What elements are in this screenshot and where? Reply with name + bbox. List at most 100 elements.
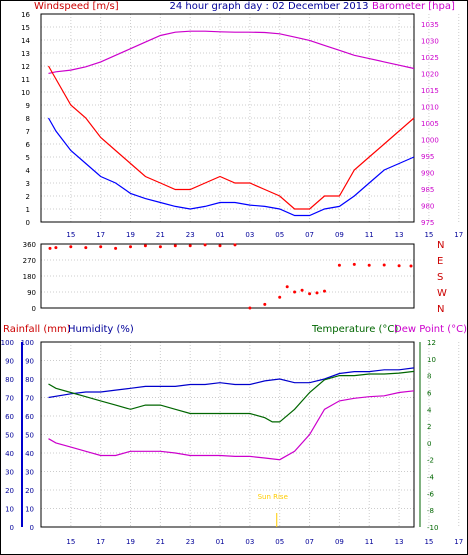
direction-point bbox=[188, 244, 192, 248]
time-tick-label: 13 bbox=[395, 231, 404, 239]
windspeed-tick-label: 14 bbox=[21, 37, 30, 45]
humidity-tick-label: 70 bbox=[25, 395, 34, 403]
time-tick-label: 07 bbox=[305, 231, 314, 239]
rain-tick-label: 70 bbox=[5, 395, 14, 403]
series-line-windspeed bbox=[47, 117, 415, 217]
temperature-tick-label: 6 bbox=[427, 389, 432, 397]
windspeed-tick-label: 15 bbox=[21, 24, 30, 32]
windspeed-tick-label: 1 bbox=[26, 206, 30, 214]
time-tick-label: 03 bbox=[245, 538, 254, 546]
barometer-tick-label: 995 bbox=[421, 153, 434, 161]
windspeed-tick-label: 16 bbox=[21, 11, 30, 19]
windspeed-tick-label: 13 bbox=[21, 50, 30, 58]
rain-tick-label: 90 bbox=[5, 358, 14, 366]
windspeed-tick-label: 8 bbox=[26, 115, 30, 123]
compass-label: N bbox=[437, 240, 444, 251]
rainfall-label: Rainfall (mm) bbox=[3, 324, 71, 335]
wind-barometer-panel: 0123456789101112131415169759809859909951… bbox=[21, 11, 463, 239]
time-tick-label: 01 bbox=[216, 538, 225, 546]
time-tick-label: 13 bbox=[395, 538, 404, 546]
barometer-tick-label: 1020 bbox=[421, 70, 439, 78]
temperature-tick-label: -4 bbox=[427, 474, 435, 482]
humidity-tick-label: 80 bbox=[25, 376, 34, 384]
windspeed-tick-label: 10 bbox=[21, 89, 30, 97]
direction-point bbox=[158, 245, 162, 249]
windspeed-axis-label: Windspeed [m/s] bbox=[34, 1, 119, 12]
time-tick-label: 09 bbox=[335, 538, 344, 546]
direction-point bbox=[263, 302, 267, 306]
temperature-tick-label: 10 bbox=[427, 356, 436, 364]
humidity-tick-label: 100 bbox=[21, 339, 34, 347]
direction-point bbox=[48, 246, 52, 250]
direction-point bbox=[99, 245, 103, 249]
time-tick-label: 21 bbox=[156, 231, 165, 239]
humidity-tick-label: 20 bbox=[25, 487, 34, 495]
direction-tick-label: 270 bbox=[23, 257, 36, 265]
sunrise-label: Sun Rise bbox=[258, 493, 288, 501]
time-tick-label: 17 bbox=[454, 231, 463, 239]
barometer-tick-label: 980 bbox=[421, 202, 434, 210]
time-tick-label: 17 bbox=[96, 231, 105, 239]
barometer-tick-label: 1010 bbox=[421, 103, 439, 111]
barometer-tick-label: 985 bbox=[421, 186, 434, 194]
direction-point bbox=[278, 295, 282, 299]
direction-point bbox=[54, 246, 58, 250]
rain-tick-label: 80 bbox=[5, 376, 14, 384]
windspeed-tick-label: 4 bbox=[26, 167, 31, 175]
direction-tick-label: 90 bbox=[27, 289, 36, 297]
time-tick-label: 15 bbox=[424, 538, 433, 546]
windspeed-tick-label: 3 bbox=[26, 180, 30, 188]
direction-point bbox=[203, 243, 207, 247]
temperature-tick-label: 0 bbox=[427, 440, 431, 448]
compass-label: E bbox=[437, 256, 443, 267]
humidity-tick-label: 0 bbox=[30, 524, 34, 532]
direction-point bbox=[285, 285, 289, 289]
time-tick-label: 01 bbox=[216, 231, 225, 239]
time-tick-label: 17 bbox=[96, 538, 105, 546]
temperature-tick-label: -2 bbox=[427, 457, 434, 465]
time-tick-label: 23 bbox=[186, 231, 195, 239]
time-tick-label: 11 bbox=[365, 231, 374, 239]
rain-tick-label: 20 bbox=[5, 487, 14, 495]
windspeed-tick-label: 12 bbox=[21, 63, 30, 71]
plot-frame bbox=[40, 243, 415, 309]
barometer-axis-label: Barometer [hpa] bbox=[372, 1, 455, 12]
direction-point bbox=[315, 291, 319, 295]
rain-tick-label: 30 bbox=[5, 469, 14, 477]
compass-label: N bbox=[437, 304, 444, 315]
windspeed-tick-label: 6 bbox=[26, 141, 31, 149]
temperature-tick-label: -8 bbox=[427, 507, 434, 515]
rain-tick-label: 40 bbox=[5, 450, 14, 458]
time-tick-label: 11 bbox=[365, 538, 374, 546]
direction-point bbox=[323, 289, 326, 293]
time-tick-label: 19 bbox=[126, 538, 135, 546]
direction-point bbox=[300, 288, 304, 292]
direction-point bbox=[409, 264, 413, 268]
humidity-tick-label: 60 bbox=[25, 413, 34, 421]
series-line-gust bbox=[47, 65, 415, 210]
humidity-label: Humidity (%) bbox=[68, 324, 134, 335]
humidity-tick-label: 90 bbox=[25, 358, 34, 366]
temperature-tick-label: 8 bbox=[427, 373, 431, 381]
time-tick-label: 09 bbox=[335, 231, 344, 239]
direction-point bbox=[293, 290, 297, 294]
barometer-tick-label: 1025 bbox=[421, 54, 439, 62]
series-line-temperature-c bbox=[48, 370, 415, 423]
time-tick-label: 03 bbox=[245, 231, 254, 239]
direction-point bbox=[382, 263, 386, 267]
windspeed-tick-label: 9 bbox=[26, 102, 30, 110]
barometer-tick-label: 1030 bbox=[421, 37, 439, 45]
barometer-tick-label: 975 bbox=[421, 219, 434, 227]
time-tick-label: 05 bbox=[275, 538, 284, 546]
barometer-tick-label: 1005 bbox=[421, 120, 439, 128]
humidity-tick-label: 30 bbox=[25, 469, 34, 477]
direction-tick-label: 0 bbox=[32, 305, 36, 313]
dewpoint-label: Dew Point (°C) bbox=[394, 324, 467, 335]
direction-point bbox=[367, 263, 371, 267]
direction-point bbox=[143, 244, 147, 248]
time-tick-label: 19 bbox=[126, 231, 135, 239]
rain-tick-label: 0 bbox=[10, 524, 14, 532]
rain-tick-label: 100 bbox=[1, 339, 14, 347]
